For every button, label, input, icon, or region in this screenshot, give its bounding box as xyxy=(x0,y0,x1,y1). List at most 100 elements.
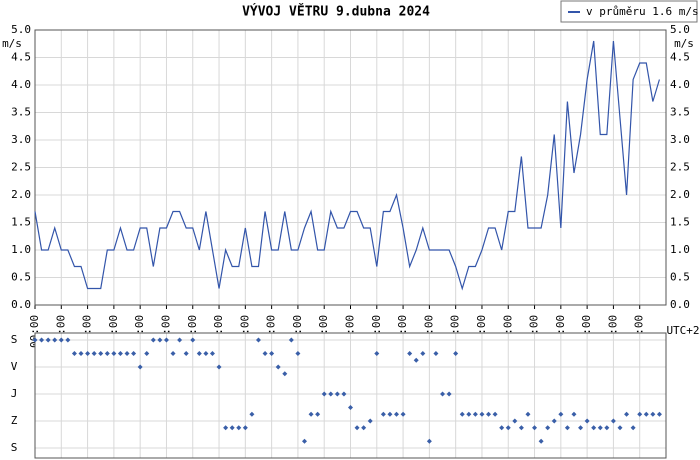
direction-point xyxy=(571,411,577,417)
direction-point xyxy=(341,391,347,397)
legend: v průměru 1.6 m/s xyxy=(560,0,699,23)
y-tick-label-right: 0.5 xyxy=(670,271,690,284)
y-tick-label-right: 4.5 xyxy=(670,51,690,64)
chart-title: VÝVOJ VĚTRU 9.dubna 2024 xyxy=(242,4,430,20)
direction-point xyxy=(486,411,492,417)
direction-point xyxy=(617,425,623,431)
direction-point xyxy=(85,351,91,356)
y-tick-label: V xyxy=(11,360,18,373)
direction-point xyxy=(413,357,419,363)
direction-point xyxy=(420,351,426,356)
direction-point xyxy=(177,337,183,343)
direction-point xyxy=(216,364,222,370)
direction-point xyxy=(124,351,130,356)
direction-point xyxy=(249,411,255,417)
direction-point xyxy=(91,351,97,356)
y-tick-label: 4.0 xyxy=(11,78,31,91)
y-tick-label-right: 2.0 xyxy=(670,188,690,201)
direction-point xyxy=(499,425,505,431)
direction-point xyxy=(117,351,123,356)
direction-point xyxy=(453,351,459,356)
y-unit-right: m/s xyxy=(674,37,694,50)
direction-point xyxy=(163,337,169,343)
direction-point xyxy=(150,337,156,343)
y-tick-label-right: 0.0 xyxy=(670,298,690,311)
direction-point xyxy=(518,425,524,431)
direction-point xyxy=(242,425,248,431)
direction-point xyxy=(440,391,446,397)
direction-point xyxy=(387,411,393,417)
data-line xyxy=(34,40,661,291)
direction-point xyxy=(492,411,498,417)
direction-point xyxy=(656,411,662,417)
direction-point xyxy=(591,425,597,431)
direction-point xyxy=(131,351,137,356)
direction-point xyxy=(288,337,294,343)
direction-point xyxy=(328,391,334,397)
direction-point xyxy=(98,351,104,356)
direction-point xyxy=(538,438,544,444)
direction-point xyxy=(479,411,485,417)
direction-point xyxy=(472,411,478,417)
y-tick-label: 3.5 xyxy=(11,106,31,119)
direction-point xyxy=(282,371,288,377)
direction-point xyxy=(597,425,603,431)
direction-point xyxy=(459,411,465,417)
direction-point xyxy=(525,411,531,417)
y-tick-label-right: 5.0 xyxy=(670,23,690,36)
y-tick-label-right: 1.5 xyxy=(670,216,690,229)
direction-point xyxy=(380,411,386,417)
direction-point xyxy=(104,351,110,356)
direction-point xyxy=(394,411,400,417)
y-tick-label-right: 2.5 xyxy=(670,161,690,174)
direction-point xyxy=(367,418,373,424)
direction-point xyxy=(170,351,176,356)
y-tick-label-right: 3.0 xyxy=(670,133,690,146)
direction-point xyxy=(111,351,117,356)
direction-point xyxy=(610,418,616,424)
y-tick-label-right: 4.0 xyxy=(670,78,690,91)
direction-point xyxy=(255,337,261,343)
y-tick-label: 4.5 xyxy=(11,51,31,64)
direction-point xyxy=(446,391,452,397)
y-tick-label: Z xyxy=(11,414,18,427)
y-tick-label: 0.5 xyxy=(11,271,31,284)
direction-point xyxy=(315,411,321,417)
direction-point xyxy=(190,337,196,343)
direction-point xyxy=(624,411,630,417)
direction-point xyxy=(348,405,353,410)
direction-point xyxy=(433,351,439,356)
direction-point xyxy=(650,411,656,417)
y-tick-label: 0.0 xyxy=(11,298,31,311)
y-tick-label: 3.0 xyxy=(11,133,31,146)
direction-point xyxy=(236,425,242,431)
direction-point xyxy=(203,351,209,356)
direction-point xyxy=(532,425,538,431)
direction-point xyxy=(321,391,327,397)
direction-point xyxy=(144,351,150,356)
direction-point xyxy=(505,425,511,431)
direction-point xyxy=(643,411,649,417)
direction-point xyxy=(564,425,570,431)
direction-point xyxy=(39,337,45,343)
direction-point xyxy=(262,351,268,356)
direction-point xyxy=(630,425,636,431)
y-tick-label: 1.0 xyxy=(11,243,31,256)
direction-point xyxy=(78,351,84,356)
legend-box xyxy=(560,0,698,23)
direction-point xyxy=(545,425,551,431)
direction-point xyxy=(137,364,143,370)
direction-point xyxy=(58,337,64,343)
direction-point xyxy=(269,351,275,356)
direction-point xyxy=(71,351,77,356)
direction-point xyxy=(295,351,301,356)
plot-frame xyxy=(34,29,667,306)
y-tick-label: J xyxy=(11,387,18,400)
direction-point xyxy=(466,411,472,417)
direction-point xyxy=(400,411,406,417)
direction-point xyxy=(209,351,215,356)
timezone-label: UTC+2 xyxy=(666,324,699,337)
direction-point xyxy=(229,425,235,431)
direction-point xyxy=(32,337,38,343)
y-tick-label: S xyxy=(11,333,18,346)
